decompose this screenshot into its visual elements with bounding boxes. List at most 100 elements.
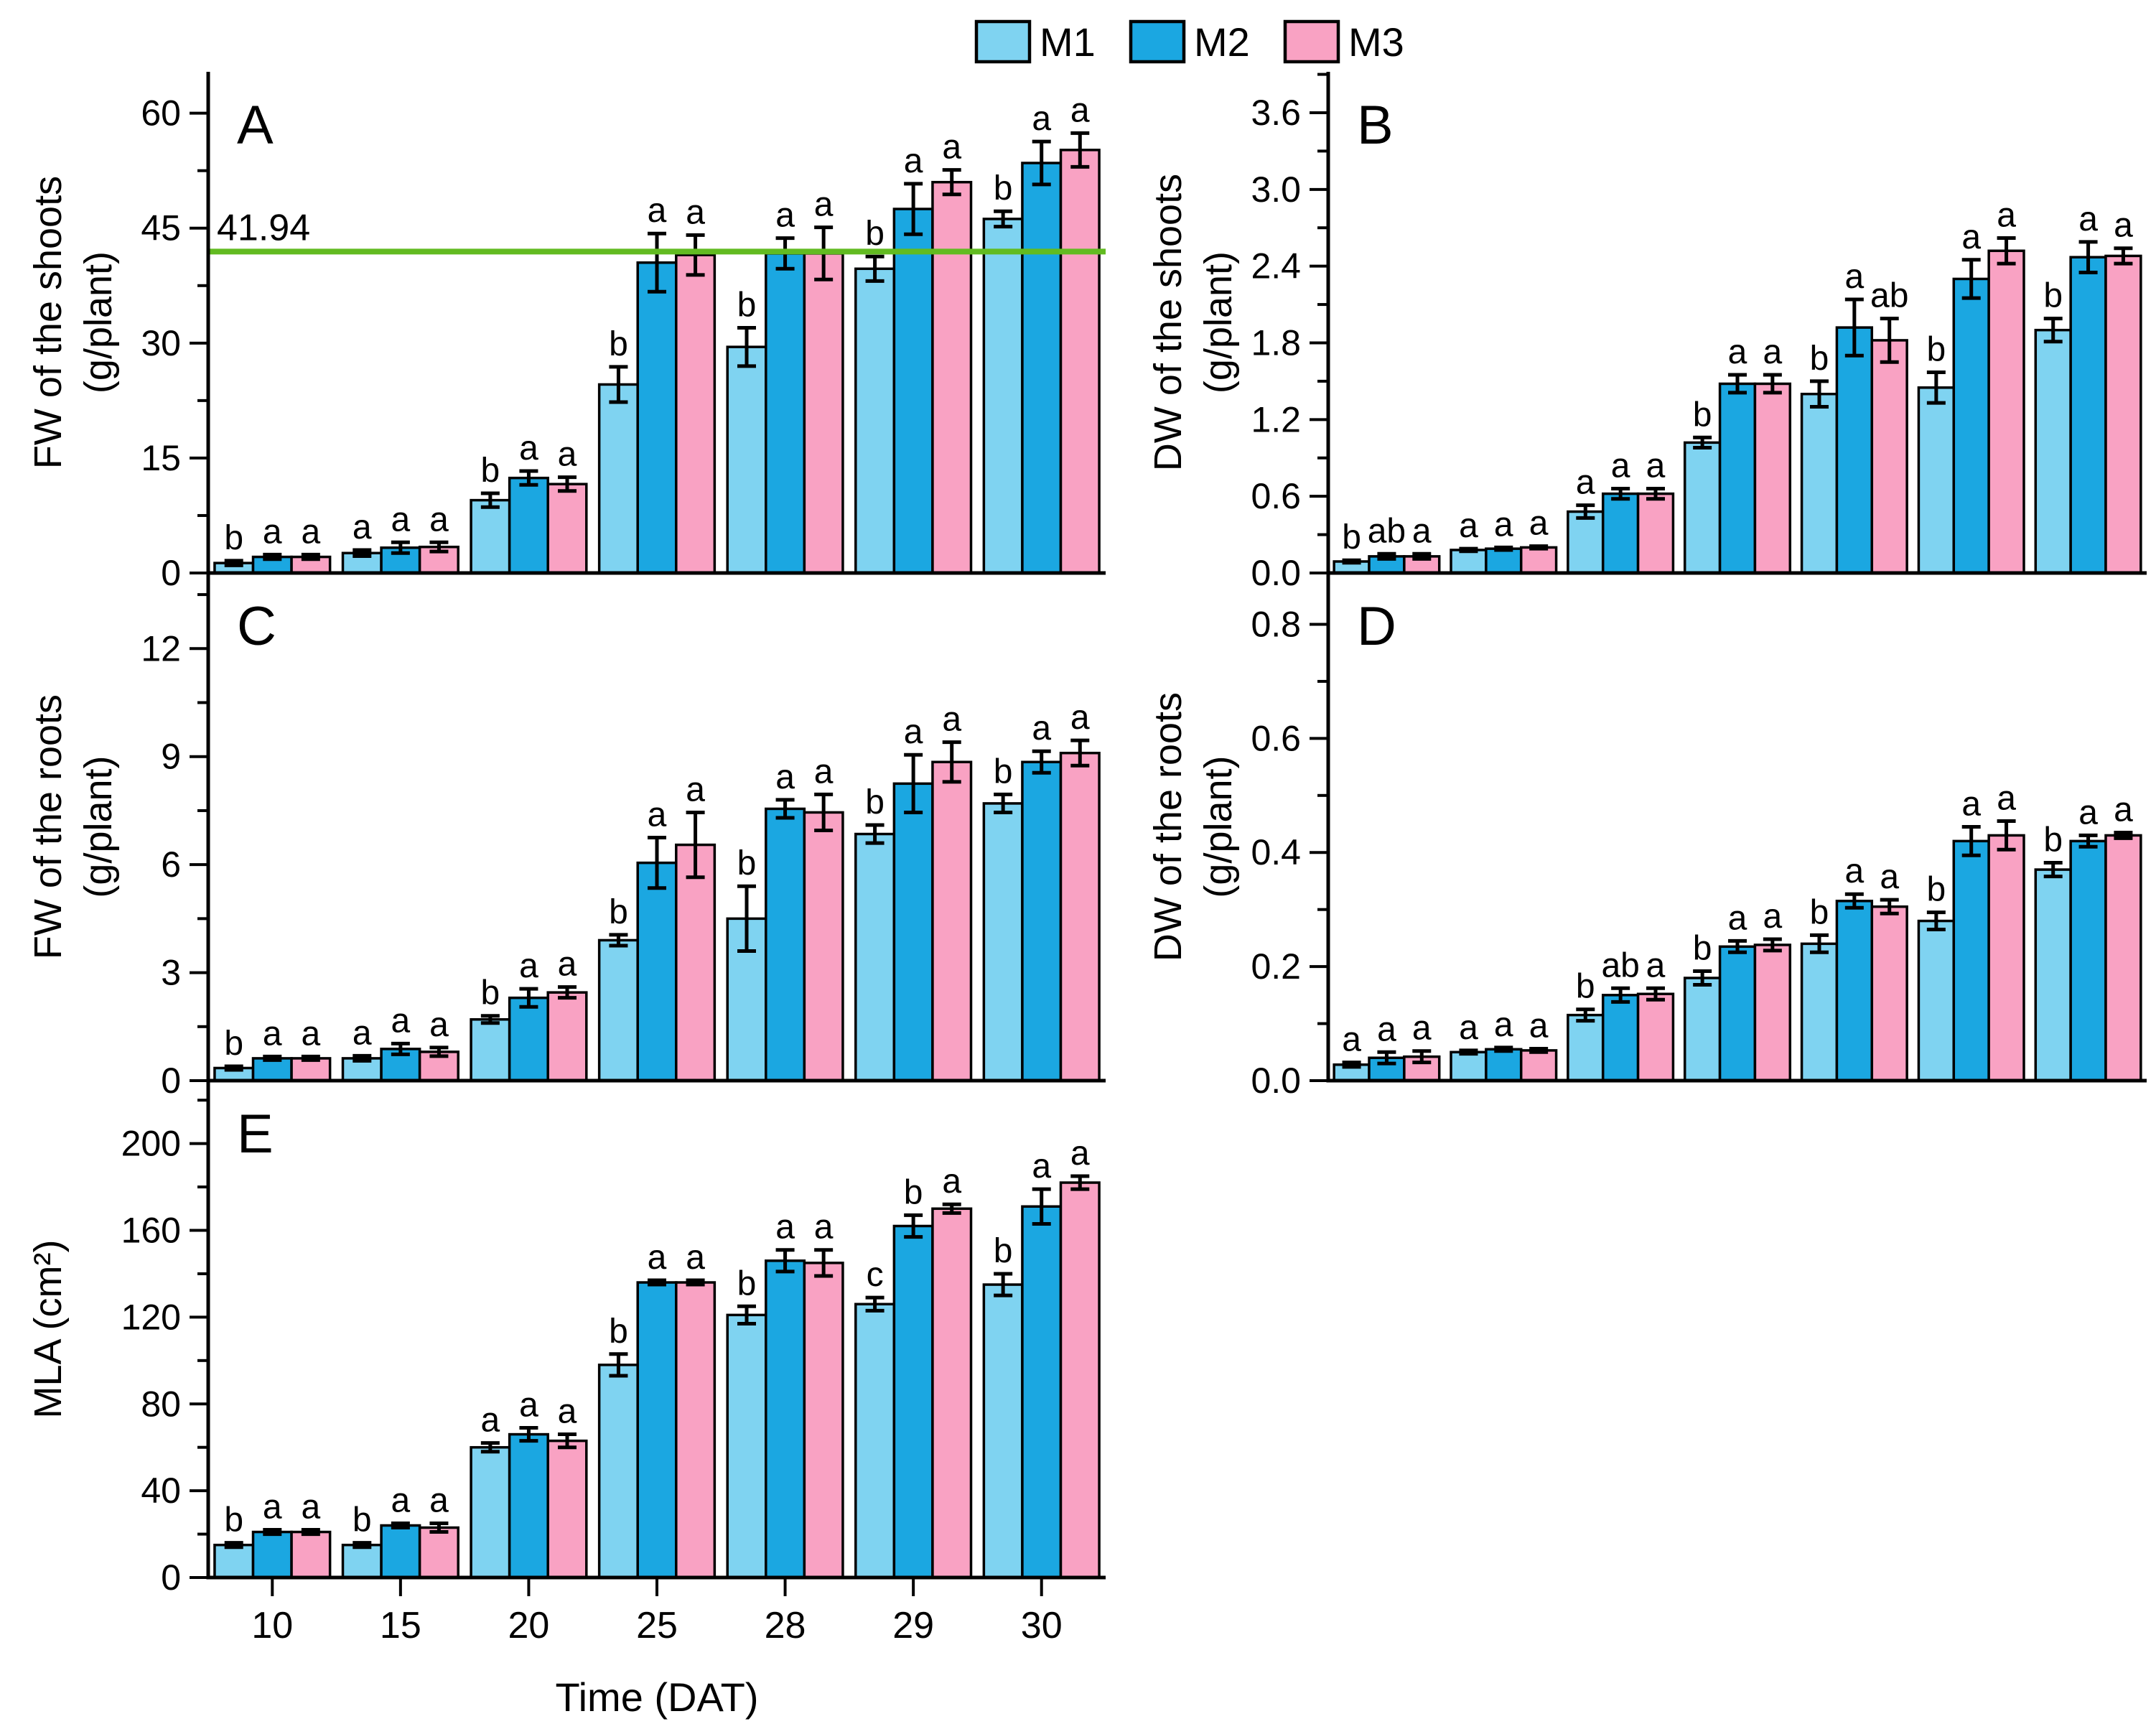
bar-C-M3-25 <box>675 843 717 1082</box>
sig-letter: a <box>1412 1010 1432 1048</box>
sig-letter: a <box>302 513 321 551</box>
sig-letter: a <box>942 701 961 739</box>
panel-letter-C: C <box>237 596 276 657</box>
y-axis-title-E-line1: MLA (cm²) <box>27 1240 70 1419</box>
x-tick-label: 10 <box>251 1605 293 1646</box>
x-tick-label: 28 <box>765 1605 806 1646</box>
bar-A-M3-25 <box>675 253 717 574</box>
error-bars-C <box>224 738 1090 1072</box>
bar-A-M1-20 <box>470 498 511 574</box>
sig-letter: a <box>1529 1007 1549 1045</box>
sig-letter: a <box>302 1015 321 1053</box>
bar-B-M2-20 <box>1601 492 1640 574</box>
y-tick-label: 40 <box>141 1471 181 1511</box>
bar-A-M1-29 <box>854 267 896 574</box>
bar-E-M1-20 <box>470 1445 511 1579</box>
y-tick-label: 45 <box>141 208 181 248</box>
sig-letter: a <box>263 513 282 551</box>
sig-letter: a <box>1997 196 2016 234</box>
bar-D-M2-28 <box>1835 900 1874 1082</box>
bar-A-M2-20 <box>508 476 549 574</box>
bar-E-M1-29 <box>854 1303 896 1579</box>
bar-E-M3-29 <box>931 1207 973 1579</box>
y-tick-label: 30 <box>141 323 181 363</box>
y-tick-label: 0.8 <box>1251 604 1301 644</box>
y-axis-title-B-line1: DW of the shoots <box>1147 174 1190 471</box>
sig-letter: a <box>1576 464 1595 502</box>
y-tick-label: 1.8 <box>1251 322 1301 363</box>
sig-letter: a <box>1070 699 1090 737</box>
error-bars-E <box>224 1174 1090 1550</box>
y-tick-label: 200 <box>121 1124 181 1164</box>
sig-letter: a <box>1763 898 1783 936</box>
bars-E <box>213 1181 1101 1579</box>
sig-letter: a <box>2078 793 2098 831</box>
error-bars-A <box>224 131 1090 567</box>
sig-letter: a <box>648 192 667 230</box>
sig-letter: b <box>1576 968 1595 1006</box>
bar-D-M1-25 <box>1683 977 1722 1082</box>
y-tick-label: 0.4 <box>1251 832 1301 872</box>
bar-B-M2-28 <box>1835 326 1874 574</box>
sig-letter: a <box>391 500 411 539</box>
legend: M1 M2 M3 <box>974 19 1404 65</box>
bar-D-M3-20 <box>1636 992 1675 1082</box>
bar-B-M2-25 <box>1718 382 1757 574</box>
sig-letter: b <box>2043 277 2063 315</box>
sig-letter: a <box>429 500 449 539</box>
bar-B-M1-29 <box>1917 386 1956 574</box>
sig-letter: a <box>814 1208 834 1247</box>
sig-letter: b <box>994 1232 1013 1270</box>
sig-letter: b <box>224 519 243 557</box>
sig-letter: a <box>814 752 834 791</box>
bar-E-M2-28 <box>765 1259 806 1579</box>
bar-D-M3-30 <box>2104 834 2142 1082</box>
bar-A-M3-30 <box>1059 149 1101 574</box>
y-axis-title-B-line2: (g/plant) <box>1197 251 1240 393</box>
bar-C-M2-29 <box>892 782 934 1082</box>
bar-A-M2-28 <box>765 252 806 574</box>
sig-letter: ab <box>1870 277 1908 315</box>
y-axis-title-A-line2: (g/plant) <box>77 251 120 393</box>
sig-letter: b <box>865 783 885 821</box>
sig-letter: a <box>1646 946 1666 984</box>
bar-D-M3-25 <box>1753 943 1792 1082</box>
bar-E-M1-15 <box>341 1543 383 1579</box>
sig-letter: a <box>263 1488 282 1527</box>
sig-letter: a <box>942 129 961 167</box>
sig-letter: a <box>686 1239 705 1277</box>
sig-letter: a <box>1646 447 1666 485</box>
sig-letter: b <box>1810 340 1829 378</box>
bar-C-M2-28 <box>765 807 806 1082</box>
bar-B-M3-29 <box>1987 249 2025 574</box>
bar-A-M3-20 <box>546 483 588 574</box>
bar-B-M3-15 <box>1519 546 1558 574</box>
bar-C-M1-29 <box>854 832 896 1082</box>
sig-letter: b <box>904 1173 923 1211</box>
bar-B-M3-30 <box>2104 254 2142 574</box>
y-tick-label: 0 <box>161 1061 181 1101</box>
y-tick-label: 120 <box>121 1297 181 1337</box>
sig-letter: a <box>558 946 577 984</box>
bar-B-M2-30 <box>2069 256 2107 574</box>
bar-E-M2-15 <box>380 1524 421 1579</box>
reference-line-label: 41.94 <box>217 207 310 248</box>
y-tick-label: 3.6 <box>1251 93 1301 133</box>
sig-letter: a <box>686 193 705 231</box>
sig-letter: ab <box>1601 946 1639 984</box>
bars-C <box>213 751 1101 1082</box>
sig-letter: a <box>686 770 705 809</box>
sig-letter: a <box>353 1014 372 1052</box>
sig-letter: a <box>1728 333 1747 371</box>
legend-label-M1: M1 <box>1040 19 1096 65</box>
error-bars-D <box>1342 819 2133 1069</box>
y-axis-title-C-line2: (g/plant) <box>77 755 120 898</box>
sig-letter: a <box>1412 512 1432 550</box>
sig-letter: a <box>814 186 834 224</box>
y-tick-label: 0.6 <box>1251 476 1301 516</box>
y-axis-title-C-line1: FW of the roots <box>27 694 70 959</box>
sig-letter: a <box>648 1239 667 1277</box>
bar-B-M2-15 <box>1485 547 1523 574</box>
